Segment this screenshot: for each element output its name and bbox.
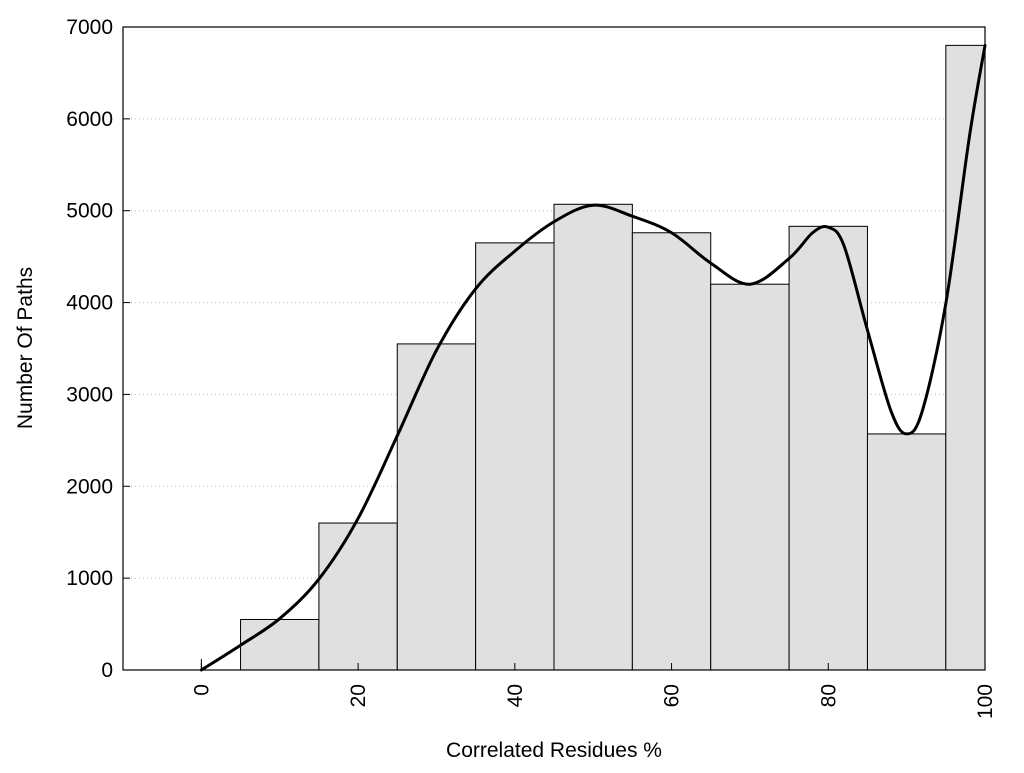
bar-4 xyxy=(475,242,555,671)
bar-5 xyxy=(553,203,633,671)
y-tick-label-4: 4000 xyxy=(66,292,113,315)
y-tick-label-6: 6000 xyxy=(66,108,113,131)
x-tick-label-3: 60 xyxy=(661,684,684,707)
plot-frame xyxy=(122,26,986,671)
y-axis-ticks: 0 1000 2000 3000 4000 5000 6000 7000 xyxy=(66,16,130,682)
bar-10 xyxy=(945,44,986,671)
bar-8 xyxy=(788,225,868,671)
trend-line xyxy=(199,43,987,672)
x-tick-label-1: 20 xyxy=(347,684,370,707)
trend-curve xyxy=(199,43,987,672)
bar-6 xyxy=(631,232,712,671)
y-tick-label-0: 0 xyxy=(101,659,113,682)
y-tick-label-1: 1000 xyxy=(66,567,113,590)
x-tick-label-4: 80 xyxy=(817,684,840,707)
y-tick-label-5: 5000 xyxy=(66,200,113,223)
x-tick-label-2: 40 xyxy=(504,684,527,707)
x-tick-label-0: 0 xyxy=(190,684,213,696)
y-axis-title: Number Of Paths xyxy=(14,267,37,429)
x-tick-label-5: 100 xyxy=(974,684,997,719)
x-axis-title: Correlated Residues % xyxy=(446,739,662,762)
bar-2 xyxy=(318,522,398,671)
y-tick-label-7: 7000 xyxy=(66,16,113,39)
bar-3 xyxy=(396,343,477,671)
bar-9 xyxy=(866,433,947,671)
bars xyxy=(200,44,986,671)
y-tick-label-3: 3000 xyxy=(66,383,113,406)
x-axis-ticks: 0 20 40 60 80 100 xyxy=(190,663,997,719)
y-tick-label-2: 2000 xyxy=(66,475,113,498)
bar-1 xyxy=(240,618,320,671)
bar-7 xyxy=(710,283,790,671)
